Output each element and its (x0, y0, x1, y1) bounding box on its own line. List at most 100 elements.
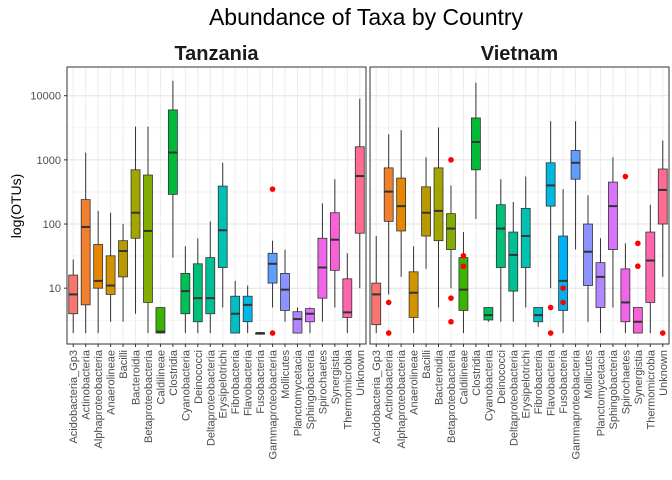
x-tick-label-deltaproteobacteria: Deltaproteobacteria (205, 349, 217, 446)
x-tick-label-bacilli: Bacilli (421, 350, 433, 379)
outlier-point (385, 299, 392, 306)
x-tick-label-fusobacteria: Fusobacteria (558, 349, 570, 413)
outlier-point (448, 318, 454, 325)
outlier-point (269, 186, 276, 192)
x-tick-label-betaproteobacteria: Betaproteobacteria (143, 349, 155, 443)
iqr-box (143, 174, 153, 303)
x-tick-label-actinobacteria: Actinobacteria (81, 349, 93, 420)
box-vietnam-synergistia (632, 240, 643, 334)
panel-border (66, 66, 367, 345)
box-vietnam-sphingobacteria (608, 157, 618, 308)
box-tanzania-deltaproteobacteria (205, 221, 216, 334)
box-tanzania-fibrobacteria (230, 280, 241, 334)
y-tick-label-100: 100 (43, 219, 61, 231)
box-tanzania-bacilli (118, 224, 128, 322)
iqr-box (80, 199, 91, 306)
outlier-point (622, 173, 629, 180)
x-tick-label-clostridia: Clostridia (168, 349, 180, 396)
iqr-box (217, 185, 228, 268)
iqr-box (446, 213, 456, 250)
x-tick-label-erysipelotrichi: Erysipelotrichi (218, 350, 230, 418)
box-tanzania-gammaproteobacteria (267, 186, 278, 336)
box-tanzania-caldilineae (155, 307, 166, 334)
y-axis-title: log(OTUs) (8, 174, 24, 239)
outlier-point (448, 295, 454, 301)
iqr-box (371, 282, 382, 326)
iqr-box (305, 308, 315, 323)
x-tick-label-acidobacteria-gp3: Acidobacteria_Gp3 (68, 350, 80, 444)
box-tanzania-planctomycetacia (292, 307, 303, 334)
box-tanzania-flavobacteria (242, 285, 253, 334)
x-tick-label-flavobacteria: Flavobacteria (243, 349, 255, 416)
iqr-box (118, 240, 128, 278)
box-vietnam-thermomicrobia (645, 204, 656, 334)
box-vietnam-gammaproteobacteria (570, 121, 581, 250)
y-tick-label-10000: 10000 (30, 91, 61, 103)
box-vietnam-deltaproteobacteria (508, 202, 519, 322)
x-tick-label-bacilli: Bacilli (118, 350, 130, 379)
iqr-box (396, 177, 407, 232)
box-tanzania-alphaproteobacteria (93, 210, 104, 334)
x-tick-label-alphaproteobacteria: Alphaproteobacteria (396, 349, 408, 448)
iqr-box (130, 169, 141, 239)
x-tick-label-fusobacteria: Fusobacteria (255, 349, 267, 413)
panel-background (67, 67, 366, 344)
iqr-box (354, 146, 365, 234)
iqr-box (329, 212, 340, 271)
x-tick-label-gammaproteobacteria: Gammaproteobacteria (268, 349, 280, 459)
box-vietnam-erysipelotrichi (520, 176, 531, 308)
outlier-point (547, 330, 554, 336)
x-tick-label-fibrobacteria: Fibrobacteria (533, 349, 545, 414)
x-tick-label-deinococci: Deinococci (193, 350, 205, 404)
iqr-box (280, 273, 290, 311)
box-tanzania-actinobacteria (80, 152, 91, 334)
x-tick-label-deinococci: Deinococci (496, 350, 508, 404)
iqr-box (180, 273, 191, 315)
y-tick-label-1000: 1000 (37, 155, 61, 167)
x-tick-label-synergistia: Synergistia (633, 349, 645, 404)
iqr-box (495, 204, 506, 268)
iqr-box (657, 168, 668, 225)
iqr-box (342, 278, 353, 318)
panel-vietnam: Vietnam Acidobacteria_Gp3 Actinobacteria Al… (369, 43, 670, 459)
box-tanzania-deinococci (192, 238, 203, 334)
outlier-point (635, 240, 641, 247)
box-vietnam-fusobacteria (558, 189, 568, 334)
x-tick-label-synergistia: Synergistia (330, 349, 342, 404)
iqr-box (105, 255, 116, 295)
x-tick-label-thermomicrobia: Thermomicrobia (645, 349, 657, 429)
iqr-box (483, 307, 494, 321)
x-tick-label-planctomycetacia: Planctomycetacia (595, 349, 607, 436)
outlier-point (385, 330, 392, 336)
outlier-point (448, 157, 454, 163)
strip-title-tanzania: Tanzania (174, 43, 259, 65)
panel-background (370, 67, 669, 344)
box-vietnam-mollicutes (583, 195, 593, 322)
box-vietnam-caldilineae (458, 232, 469, 334)
iqr-box (242, 295, 253, 323)
outlier-point (269, 330, 276, 336)
x-tick-label-clostridia: Clostridia (471, 349, 483, 396)
panel-border (369, 66, 670, 345)
box-tanzania-spirochaetes (317, 203, 328, 322)
box-tanzania-thermomicrobia (342, 253, 353, 334)
iqr-box (508, 231, 519, 292)
box-vietnam-bacilli (421, 157, 431, 269)
x-tick-label-erysipelotrichi: Erysipelotrichi (521, 350, 533, 418)
x-tick-label-unknown: Unknown (355, 350, 367, 396)
x-tick-label-actinobacteria: Actinobacteria (384, 349, 396, 420)
iqr-box (267, 252, 278, 284)
chart-title: Abundance of Taxa by Country (209, 4, 524, 30)
box-vietnam-acidobacteria-gp3 (371, 236, 382, 334)
box-vietnam-unknown (657, 140, 668, 336)
iqr-box (192, 263, 203, 323)
outlier-point (460, 252, 467, 259)
iqr-box (558, 235, 568, 311)
box-tanzania-fusobacteria (255, 332, 265, 335)
box-vietnam-betaproteobacteria (446, 157, 456, 325)
outlier-point (635, 263, 641, 270)
iqr-box (570, 150, 581, 180)
